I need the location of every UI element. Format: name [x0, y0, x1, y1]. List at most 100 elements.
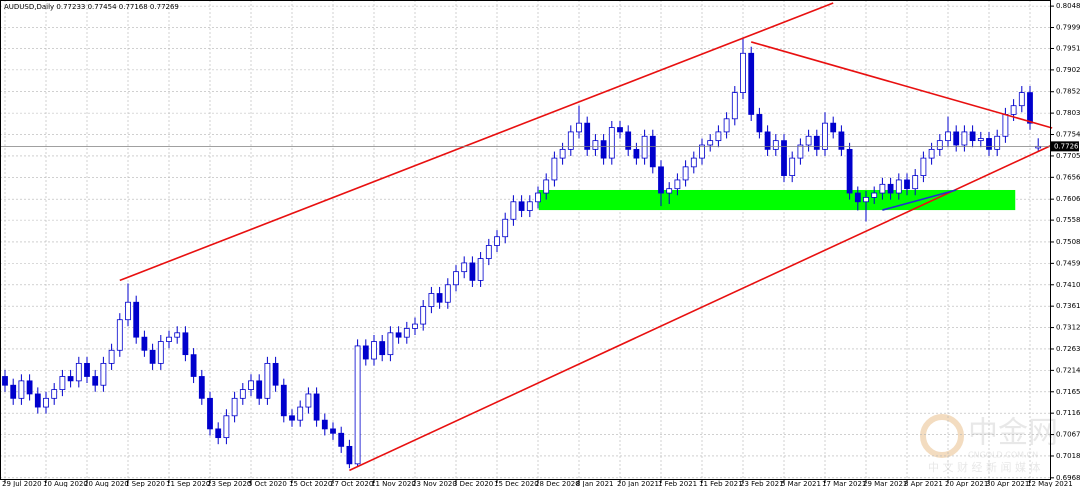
candle-body [764, 131, 771, 150]
candle-body [461, 262, 468, 273]
candle-body [92, 376, 99, 386]
candle-body [551, 157, 558, 181]
candle-body [84, 362, 90, 377]
trendline [119, 2, 834, 282]
watermark-site: CNGOLD.COM.CN [968, 451, 1038, 460]
candle-body [485, 245, 492, 259]
candle-body [354, 345, 361, 465]
candle-body [133, 301, 140, 338]
x-tick-label: 11 Feb 2021 [699, 480, 743, 487]
x-tick-label: 27 Oct 2020 [330, 480, 373, 487]
candle-body [887, 183, 894, 194]
candle-body [641, 135, 648, 159]
candle-body [781, 140, 787, 176]
candle-body [330, 428, 336, 434]
candle-body [592, 140, 599, 150]
x-tick-label: 17 Mar 2021 [822, 480, 866, 487]
x-tick-label: 1 Feb 2021 [658, 480, 697, 487]
candle-body [1002, 114, 1009, 137]
trendline [882, 189, 957, 211]
candle-body [510, 201, 517, 220]
candle-body [338, 432, 345, 447]
candle-body [403, 328, 410, 338]
price-label: 0.77269 [1054, 142, 1080, 150]
candle-body [576, 122, 582, 133]
candle-body [731, 92, 738, 120]
candle-body [871, 192, 878, 198]
candle-body [600, 140, 607, 159]
candle-body [10, 384, 17, 399]
candle-body [813, 135, 820, 150]
candle-body [412, 323, 418, 329]
watermark-tagline: 中 文 财 经 新 闻 媒 体 [928, 460, 1040, 474]
candle-body [895, 179, 902, 194]
candle-body [961, 131, 968, 146]
candle-body [387, 332, 394, 356]
candle-body [297, 406, 304, 421]
candle-body [682, 166, 689, 181]
candle-body [166, 336, 172, 342]
candle-body [723, 118, 730, 133]
candle-body [149, 349, 156, 364]
candle-body [190, 354, 197, 377]
candle-body [797, 144, 804, 159]
candle-body [494, 236, 500, 246]
candle-body [567, 131, 574, 150]
candle-body [584, 122, 591, 150]
candle-body [707, 140, 714, 146]
candle-body [863, 197, 869, 203]
candle-body [215, 428, 222, 439]
candle-body [239, 389, 246, 399]
candle-body [26, 380, 33, 395]
price-tag [1051, 141, 1079, 152]
candle-body [904, 179, 910, 190]
candle-body [264, 362, 271, 399]
candle-body [912, 175, 919, 190]
candle-body [608, 127, 615, 159]
candle-body [18, 380, 25, 399]
candle-body [986, 138, 992, 150]
x-tick-label: 11 Sep 2020 [166, 480, 210, 487]
candle-body [740, 52, 746, 93]
candle-body [666, 188, 673, 194]
candle-body [928, 148, 935, 159]
x-tick-label: 3 Dec 2020 [453, 480, 493, 487]
candle-body [994, 135, 1001, 150]
candle-body [67, 376, 74, 382]
x-tick-label: 1 Sep 2020 [125, 480, 165, 487]
candle-body [420, 306, 427, 325]
candle-body [362, 345, 369, 360]
plot [0, 0, 1053, 480]
candle-body [272, 362, 279, 386]
candle-body [936, 140, 943, 150]
candle-body [379, 341, 386, 356]
x-tick-label: 29 Mar 2021 [863, 480, 907, 487]
x-tick-label: 11 Nov 2020 [371, 480, 416, 487]
x-tick-label: 20 Aug 2020 [84, 480, 129, 487]
candle-body [953, 131, 960, 146]
candle-body [453, 271, 459, 286]
x-tick-label: 8 Apr 2021 [904, 480, 943, 487]
candle-body [879, 183, 886, 194]
candle-body [469, 262, 476, 281]
candle-body [116, 319, 123, 351]
candle-body [830, 122, 837, 133]
candle-body [477, 258, 484, 281]
candle-body [223, 415, 230, 439]
candle-body [125, 301, 131, 321]
candle-body [248, 380, 254, 390]
candle-body [854, 192, 861, 203]
candle-body [428, 293, 435, 308]
candle-body [977, 138, 984, 142]
